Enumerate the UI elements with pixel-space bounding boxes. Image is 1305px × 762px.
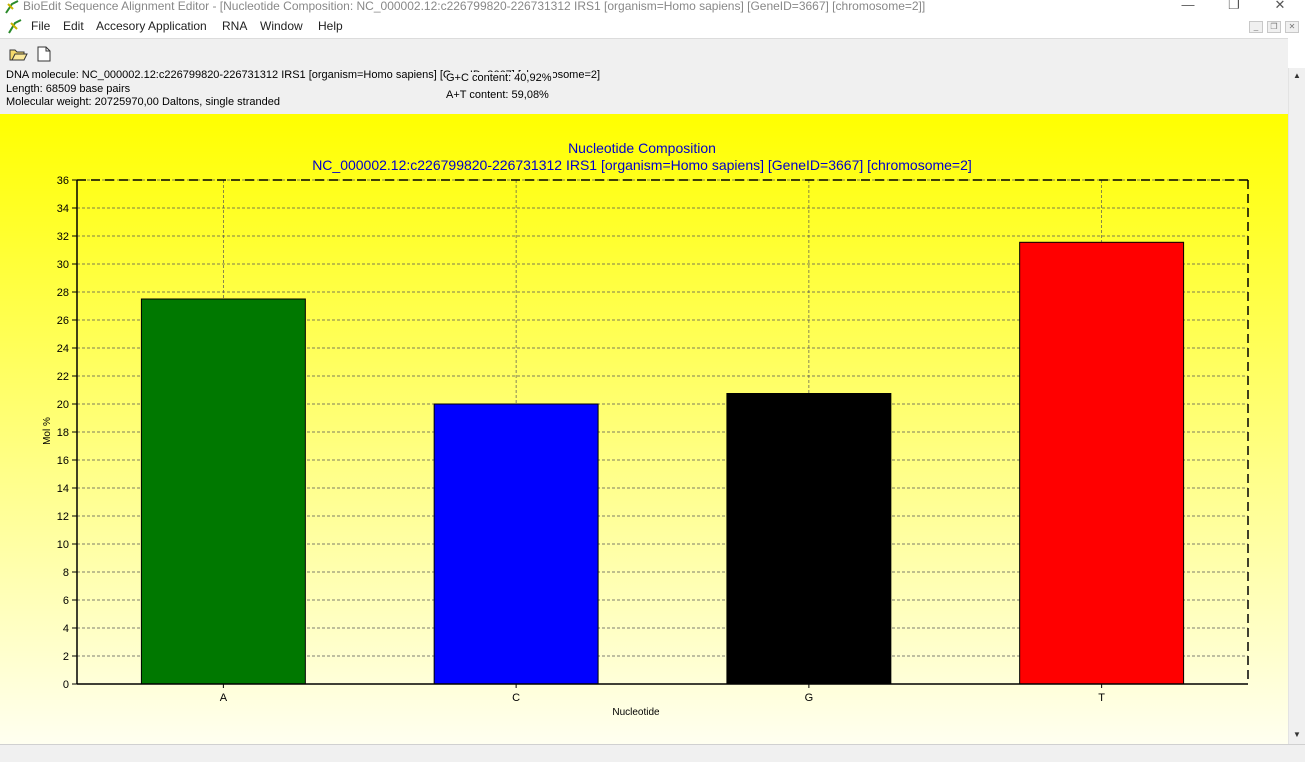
molecular-weight-label: Molecular weight: 20725970,00 Daltons, s… xyxy=(6,96,280,108)
chart-bars xyxy=(140,241,1185,685)
y-tick-label: 0 xyxy=(63,679,69,691)
y-tick-label: 2 xyxy=(63,651,69,663)
x-axis-label: Nucleotide xyxy=(612,707,660,718)
y-tick-label: 6 xyxy=(63,595,69,607)
x-tick-label: A xyxy=(220,692,228,704)
x-tick-label: C xyxy=(512,692,520,704)
nucleotide-composition-chart: Nucleotide Composition NC_000002.12:c226… xyxy=(0,114,1288,744)
menu-file[interactable]: File xyxy=(31,19,51,33)
mdi-minimize-button[interactable]: _ xyxy=(1249,21,1263,33)
status-bar xyxy=(0,744,1305,762)
mdi-document-icon[interactable] xyxy=(6,18,24,34)
scroll-up-arrow[interactable]: ▲ xyxy=(1293,71,1301,80)
y-tick-label: 22 xyxy=(57,371,69,383)
new-document-icon[interactable] xyxy=(34,45,54,63)
toolbar xyxy=(0,38,1288,66)
mdi-close-button[interactable]: ✕ xyxy=(1285,21,1299,33)
scroll-down-arrow[interactable]: ▼ xyxy=(1293,730,1301,739)
y-tick-label: 18 xyxy=(57,427,69,439)
at-content-label: A+T content: 59,08% xyxy=(446,89,549,101)
menu-rna[interactable]: RNA xyxy=(222,19,248,33)
y-tick-label: 36 xyxy=(57,175,69,187)
length-label: Length: 68509 base pairs xyxy=(6,83,131,95)
sequence-info-panel: DNA molecule: NC_000002.12:c226799820-22… xyxy=(0,66,1288,114)
mdi-restore-button[interactable]: ❐ xyxy=(1267,21,1281,33)
bar-a xyxy=(140,298,306,685)
y-tick-label: 16 xyxy=(57,455,69,467)
y-axis-label: Mol % xyxy=(42,417,53,445)
y-tick-label: 20 xyxy=(57,399,69,411)
bar-g xyxy=(726,393,892,685)
x-tick-label: G xyxy=(805,692,814,704)
chart-svg: Nucleotide Composition NC_000002.12:c226… xyxy=(0,114,1288,744)
bar-t xyxy=(1019,241,1185,685)
window-title: BioEdit Sequence Alignment Editor - [Nuc… xyxy=(23,0,926,13)
minimize-button[interactable]: — xyxy=(1181,0,1195,12)
y-tick-label: 14 xyxy=(57,483,69,495)
gc-content-label: G+C content: 40,92% xyxy=(446,72,554,84)
chart-subtitle: NC_000002.12:c226799820-226731312 IRS1 [… xyxy=(312,157,972,173)
menu-help[interactable]: Help xyxy=(318,19,343,33)
menu-window[interactable]: Window xyxy=(260,19,303,33)
bar-c xyxy=(433,403,599,685)
close-button[interactable]: ✕ xyxy=(1274,0,1286,12)
y-tick-label: 28 xyxy=(57,287,69,299)
y-tick-label: 12 xyxy=(57,511,69,523)
y-tick-label: 24 xyxy=(57,343,69,355)
y-tick-label: 30 xyxy=(57,259,69,271)
y-tick-label: 8 xyxy=(63,567,69,579)
bioedit-app-icon xyxy=(5,0,19,14)
vertical-scrollbar[interactable]: ▲ ▼ xyxy=(1288,68,1305,744)
y-tick-label: 34 xyxy=(57,203,69,215)
y-tick-label: 26 xyxy=(57,315,69,327)
menu-edit[interactable]: Edit xyxy=(63,19,84,33)
y-tick-label: 4 xyxy=(63,623,69,635)
y-tick-label: 10 xyxy=(57,539,69,551)
y-tick-label: 32 xyxy=(57,231,69,243)
x-tick-label: T xyxy=(1098,692,1105,704)
menu-accesory-application[interactable]: Accesory Application xyxy=(96,19,207,33)
folder-open-icon[interactable] xyxy=(8,45,28,63)
title-bar: BioEdit Sequence Alignment Editor - [Nuc… xyxy=(0,0,1305,14)
restore-button[interactable]: ❐ xyxy=(1228,0,1240,12)
menu-bar: File Edit Accesory Application RNA Windo… xyxy=(0,15,1305,37)
chart-title: Nucleotide Composition xyxy=(568,140,716,156)
